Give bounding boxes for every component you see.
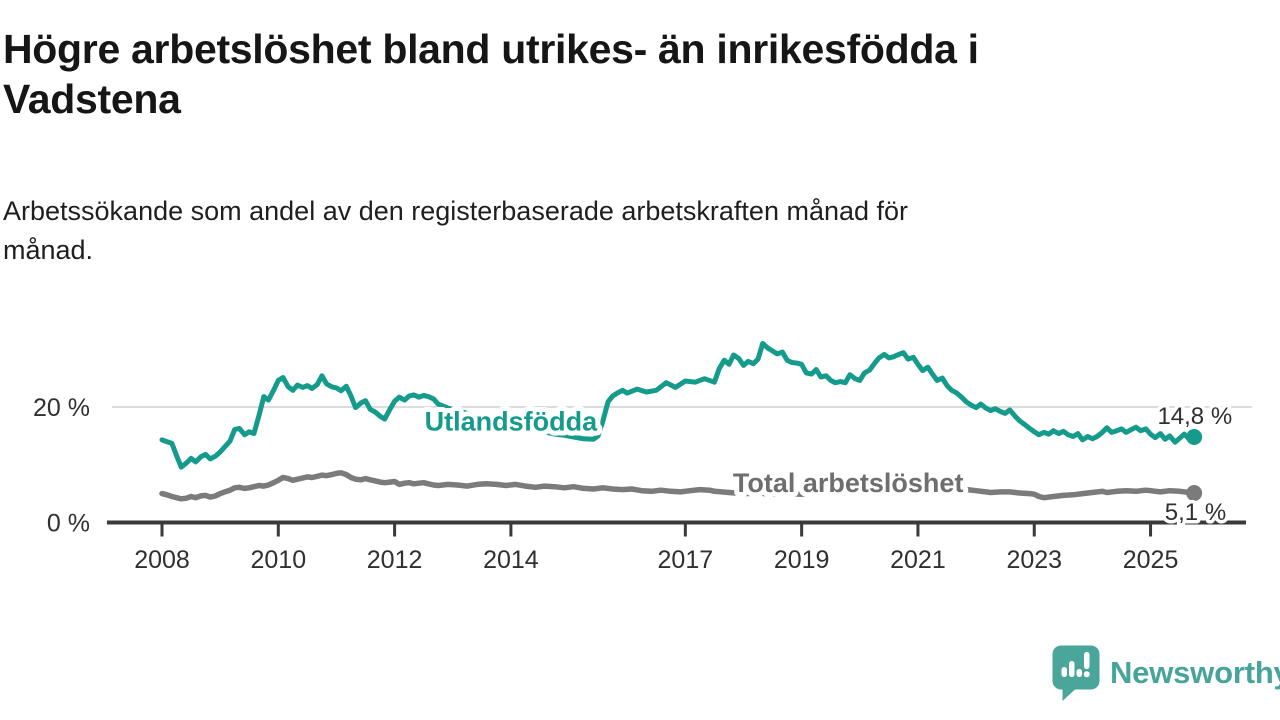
x-tick-label-2010: 2010 — [250, 546, 306, 574]
end-dot-utlandsfodda — [1186, 429, 1203, 446]
y-tick-label-0: 0 % — [47, 510, 90, 538]
series-end-dots — [1186, 429, 1203, 502]
x-tick-label-2023: 2023 — [1006, 546, 1062, 574]
brand-name: Newsworthy — [1110, 655, 1280, 690]
series-end-value-labels: 14,8 % 5,1 % — [1154, 400, 1236, 530]
series-inline-labels: Utlandsfödda Total arbetslöshet — [420, 401, 969, 503]
x-axis-labels: 2008 2010 2012 2014 2017 2019 2021 2023 2025 — [134, 546, 1178, 574]
newsworthy-logo-icon — [1052, 645, 1100, 701]
page-title: Högre arbetslöshet bland utrikes- än inr… — [3, 26, 979, 123]
y-axis-labels: 20 % 0 % — [33, 394, 90, 538]
x-tick-label-2008: 2008 — [134, 546, 190, 574]
x-tick-label-2012: 2012 — [367, 546, 423, 574]
x-tick-label-2014: 2014 — [483, 546, 539, 574]
x-axis — [107, 520, 1246, 537]
x-tick-label-2019: 2019 — [774, 546, 830, 574]
end-value-label-total-arbetsloshet: 5,1 % — [1165, 499, 1226, 526]
end-dot-total-arbetsloshet — [1186, 485, 1203, 502]
end-value-label-utlandsfodda: 14,8 % — [1157, 403, 1232, 430]
x-tick-label-2025: 2025 — [1123, 546, 1179, 574]
series-line-total-arbetsloshet — [159, 470, 1197, 502]
x-tick-label-2021: 2021 — [890, 546, 946, 574]
series-label-total-arbetsloshet: Total arbetslöshet — [733, 468, 964, 498]
chart-area: 20 % 0 % 2008 2010 2012 2014 2017 2019 2021 2023… — [0, 290, 1280, 580]
series-label-utlandsfodda: Utlandsfödda — [425, 406, 598, 436]
y-tick-label-20: 20 % — [33, 394, 90, 422]
x-tick-label-2017: 2017 — [658, 546, 714, 574]
brand-footer: Newsworthy — [1051, 644, 1280, 702]
unemployment-line-chart: 20 % 0 % 2008 2010 2012 2014 2017 2019 2021 2023… — [33, 341, 1252, 574]
series-line-utlandsfodda — [159, 341, 1197, 470]
page-subtitle: Arbetssökande som andel av den registerb… — [3, 196, 909, 266]
series-lines — [159, 341, 1197, 502]
